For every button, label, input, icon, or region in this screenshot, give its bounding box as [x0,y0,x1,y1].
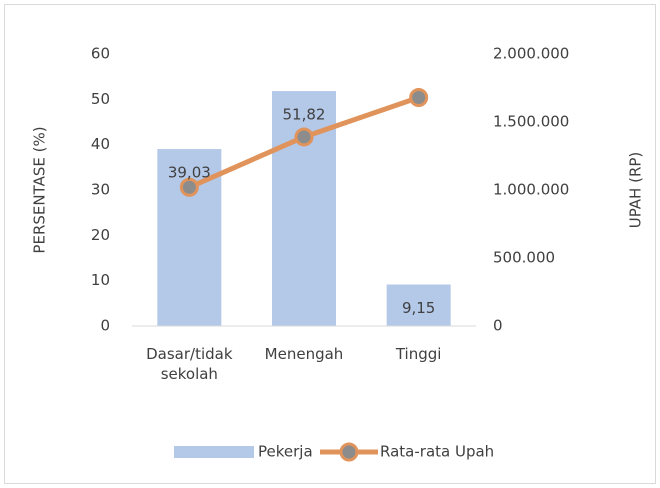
x-tick-label: Tinggi [395,345,442,363]
legend-label: Rata-rata Upah [380,443,494,461]
bar [386,284,451,326]
y-tick-label: 30 [91,181,110,199]
y2-tick-label: 0 [493,317,503,335]
line-marker [179,177,199,197]
y-tick-label: 60 [91,45,110,63]
legend-swatch [174,446,254,458]
y2-tick-label: 2.000.000 [493,45,569,63]
y2-axis-title: UPAH (RP) [627,152,645,229]
legend-marker [339,442,359,462]
x-tick-label: Menengah [264,345,344,363]
x-tick-label: Dasar/tidak sekolah [146,345,233,383]
bar [272,91,336,326]
y-tick-label: 20 [91,226,110,244]
y-tick-label: 10 [91,271,110,289]
y-axis-title: PERSENTASE (%) [31,126,49,253]
data-label: 51,82 [283,106,326,124]
line-marker [409,88,429,108]
y-tick-label: 40 [91,135,110,153]
y-tick-label: 50 [91,90,110,108]
data-label: 9,15 [402,299,435,317]
legend-label: Pekerja [258,443,313,461]
line-marker [294,127,314,147]
y2-tick-label: 1.500.000 [493,113,569,131]
chart-border [4,4,656,484]
data-label: 39,03 [168,164,211,182]
y2-tick-label: 1.000.000 [493,181,569,199]
y-tick-label: 0 [100,317,110,335]
y2-tick-label: 500.000 [493,249,555,267]
